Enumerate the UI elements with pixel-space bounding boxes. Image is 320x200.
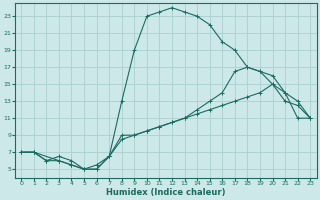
X-axis label: Humidex (Indice chaleur): Humidex (Indice chaleur) [106,188,226,197]
